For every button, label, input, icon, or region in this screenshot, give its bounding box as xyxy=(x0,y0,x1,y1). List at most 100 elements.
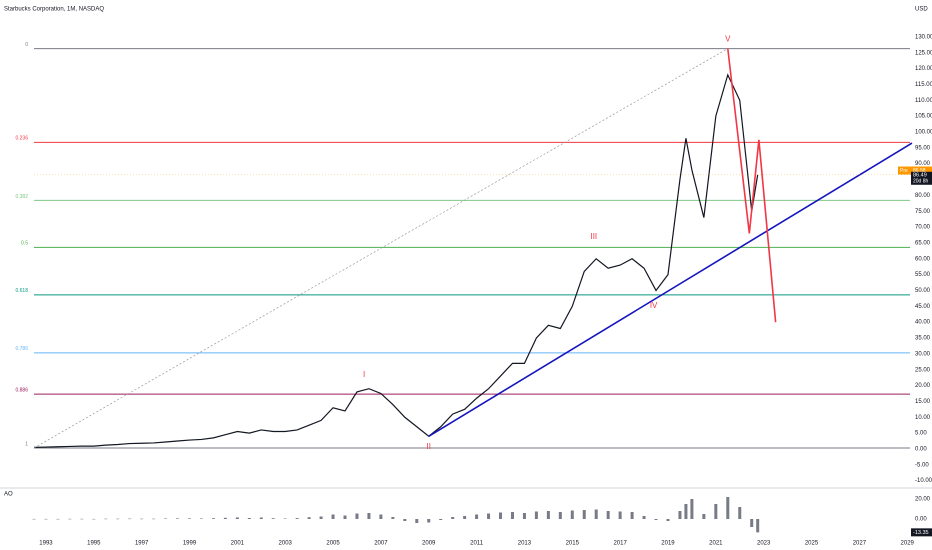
fib-label: 1 xyxy=(25,441,28,447)
ao-bar xyxy=(510,512,514,519)
ao-bar xyxy=(522,513,526,519)
ao-bar xyxy=(355,513,359,519)
ao-bar xyxy=(164,518,168,519)
y-tick-label: 50.00 xyxy=(915,288,931,294)
fib-label: 0.5 xyxy=(21,241,28,247)
ao-bar xyxy=(582,510,586,519)
y-tick-label: 15.00 xyxy=(915,399,931,405)
ao-bar xyxy=(678,511,682,519)
ao-bar xyxy=(451,517,455,519)
y-tick-label: 20.00 xyxy=(915,497,931,503)
ao-bar xyxy=(391,517,395,519)
ao-bar xyxy=(750,519,754,527)
indicator-title: AO xyxy=(4,492,13,498)
ao-bar xyxy=(92,518,96,520)
ao-bar xyxy=(223,517,227,519)
x-tick-label: 2021 xyxy=(709,541,723,547)
ao-bar xyxy=(68,518,72,520)
y-tick-label: 70.00 xyxy=(915,225,931,231)
ao-bar xyxy=(684,504,688,519)
y-tick-label: 95.00 xyxy=(915,145,931,151)
ao-bar xyxy=(140,518,144,520)
ao-bar xyxy=(343,515,347,519)
premarket-value: 86.58 xyxy=(913,168,926,174)
ao-bar xyxy=(642,516,646,519)
x-tick-label: 2015 xyxy=(566,541,580,547)
ao-bar xyxy=(546,511,550,519)
ao-bar xyxy=(44,518,48,520)
ao-bar xyxy=(534,511,538,519)
y-tick-label: 45.00 xyxy=(915,304,931,310)
y-tick-label: 35.00 xyxy=(915,336,931,342)
ao-bar xyxy=(415,519,419,523)
x-tick-label: 2009 xyxy=(422,541,436,547)
ao-bar xyxy=(235,517,239,519)
ao-bar xyxy=(247,518,251,519)
ao-bar xyxy=(756,519,760,533)
currency: USD xyxy=(915,7,928,13)
x-tick-label: 2019 xyxy=(661,541,675,547)
x-tick-label: 2017 xyxy=(613,541,627,547)
y-tick-label: 55.00 xyxy=(915,272,931,278)
ao-bar xyxy=(211,518,215,519)
ao-bar xyxy=(56,518,60,520)
x-tick-label: 1999 xyxy=(183,541,197,547)
y-tick-label: 125.00 xyxy=(915,50,932,56)
y-tick-label: 60.00 xyxy=(915,256,931,262)
ao-bar xyxy=(654,519,658,520)
ao-bar xyxy=(714,504,718,519)
ao-bar xyxy=(570,510,574,519)
y-tick-label: 0.00 xyxy=(915,517,927,523)
chart-title: Starbucks Corporation, 1M, NASDAQ xyxy=(4,7,104,13)
ao-bar xyxy=(738,507,742,519)
fib-label: 0.786 xyxy=(15,346,28,352)
wave-label: I xyxy=(363,370,365,379)
y-tick-label: 10.00 xyxy=(915,415,931,421)
ao-bar xyxy=(32,518,36,520)
ao-bar xyxy=(427,519,431,523)
ao-bar xyxy=(367,513,371,519)
fib-label: 0.886 xyxy=(15,387,28,393)
ao-bar xyxy=(116,518,120,520)
ao-bar xyxy=(199,518,203,519)
ao-bar xyxy=(475,514,479,519)
countdown: 20d 8h xyxy=(913,179,929,185)
y-tick-label: 75.00 xyxy=(915,209,931,215)
y-tick-label: 20.00 xyxy=(915,383,931,389)
premarket-label: Pre xyxy=(900,168,908,174)
trendline xyxy=(33,48,728,449)
ao-bar xyxy=(606,511,610,519)
fib-label: 0 xyxy=(25,42,28,48)
ao-bar xyxy=(487,513,491,519)
y-tick-label: 115.00 xyxy=(915,82,932,88)
wave-label: V xyxy=(725,35,731,44)
x-tick-label: 1995 xyxy=(87,541,101,547)
last-price-badge xyxy=(911,171,932,185)
y-tick-label: 100.00 xyxy=(915,130,932,136)
ao-bar xyxy=(128,518,132,520)
y-tick-label: 80.00 xyxy=(915,193,931,199)
y-tick-label: 65.00 xyxy=(915,240,931,246)
wave-label: IV xyxy=(650,301,658,310)
ao-bar xyxy=(176,518,180,519)
ao-bar xyxy=(666,519,670,521)
x-tick-label: 2027 xyxy=(853,541,867,547)
x-tick-label: 2029 xyxy=(901,541,915,547)
ao-bar xyxy=(271,518,275,519)
x-tick-label: 2013 xyxy=(518,541,532,547)
x-tick-label: 2003 xyxy=(279,541,293,547)
y-tick-label: -5.00 xyxy=(915,462,929,468)
y-tick-label: 0.00 xyxy=(915,447,927,453)
ao-bar xyxy=(80,518,84,520)
ao-bar xyxy=(307,517,311,519)
y-tick-label: 40.00 xyxy=(915,320,931,326)
y-tick-label: 25.00 xyxy=(915,367,931,373)
ao-bar xyxy=(690,499,694,519)
x-tick-label: 2011 xyxy=(470,541,484,547)
ao-badge xyxy=(911,528,932,537)
ao-bar xyxy=(594,509,598,519)
y-tick-label: 110.00 xyxy=(915,98,932,104)
ao-bar xyxy=(283,518,287,519)
ao-bar xyxy=(630,512,634,519)
x-tick-label: 2001 xyxy=(231,541,245,547)
